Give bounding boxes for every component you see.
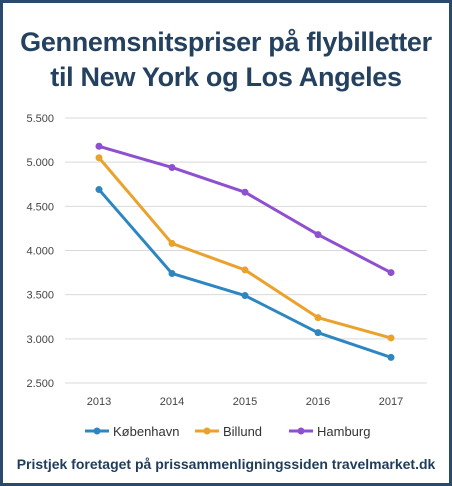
series-lines: [95, 142, 395, 361]
data-point: [387, 334, 395, 342]
data-point: [168, 269, 176, 277]
y-tick-label: 4.000: [26, 246, 54, 258]
data-point: [241, 188, 249, 196]
grid-lines: [65, 117, 427, 384]
data-point: [168, 163, 176, 171]
x-axis-ticks: 2013 2014 2015 2016 2017: [87, 396, 403, 408]
legend-label: København: [113, 424, 180, 439]
footer-note: Pristjek foretaget på prissammenlignings…: [16, 456, 436, 472]
x-tick-label: 2016: [306, 396, 330, 408]
data-point: [314, 314, 322, 322]
series-line-0: [97, 188, 393, 359]
x-tick-label: 2014: [160, 396, 184, 408]
y-axis-ticks: 2.500 3.000 3.500 4.000 4.500 5.000 5.500: [26, 113, 54, 390]
chart-title-line-1: Gennemsnitspriser på flybilletter: [20, 27, 432, 57]
y-tick-label: 3.000: [26, 334, 54, 346]
series-line-1: [97, 156, 393, 340]
data-point: [95, 186, 103, 194]
line-chart: 2.500 3.000 3.500 4.000 4.500 5.000 5.500 2013…: [26, 113, 427, 439]
chart-title-line-2: til New York og Los Angeles: [50, 62, 402, 92]
y-tick-label: 5.000: [26, 157, 54, 169]
data-point: [168, 239, 176, 247]
data-point: [387, 353, 395, 361]
data-point: [314, 231, 322, 239]
data-point: [387, 269, 395, 277]
y-tick-label: 4.500: [26, 201, 54, 213]
y-tick-label: 2.500: [26, 378, 54, 390]
legend-swatch-marker: [203, 427, 211, 435]
data-point: [314, 329, 322, 337]
data-point: [95, 142, 103, 150]
data-point: [241, 266, 249, 274]
y-tick-label: 5.500: [26, 113, 54, 125]
chart-title: Gennemsnitspriser på flybilletter til Ne…: [3, 25, 449, 95]
x-tick-label: 2015: [233, 396, 257, 408]
legend-swatch-marker: [93, 427, 101, 435]
legend-label: Hamburg: [317, 424, 370, 439]
legend-swatch-marker: [297, 427, 305, 435]
legend: København Billund Hamburg: [85, 424, 370, 439]
x-tick-label: 2013: [87, 396, 111, 408]
y-tick-label: 3.500: [26, 290, 54, 302]
x-tick-label: 2017: [379, 396, 403, 408]
data-point: [95, 154, 103, 162]
legend-label: Billund: [223, 424, 262, 439]
data-point: [241, 292, 249, 300]
